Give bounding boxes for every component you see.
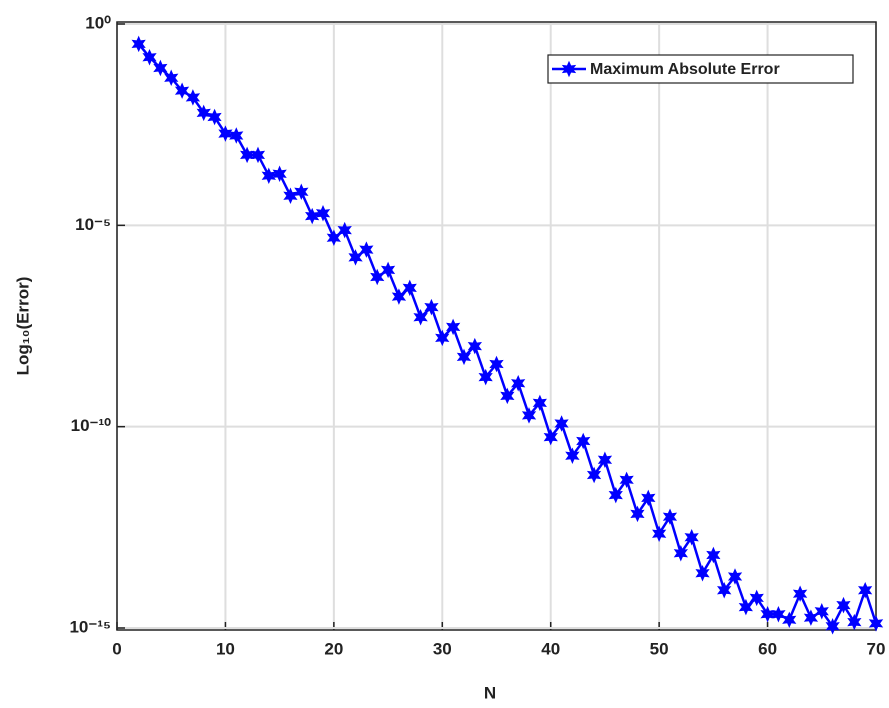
data-marker xyxy=(858,581,873,599)
data-marker xyxy=(727,568,743,585)
legend-box xyxy=(547,54,854,84)
data-marker xyxy=(218,125,233,142)
data-marker xyxy=(207,108,222,126)
data-marker xyxy=(413,309,428,326)
data-marker xyxy=(142,48,157,66)
data-marker xyxy=(500,387,515,405)
data-marker xyxy=(673,544,688,562)
data-marker xyxy=(825,618,840,635)
data-marker xyxy=(305,207,320,225)
y-axis-label: Log₁₀(Error) xyxy=(13,277,32,376)
data-marker xyxy=(315,204,331,222)
data-marker xyxy=(185,89,201,106)
data-marker xyxy=(706,546,721,564)
data-marker xyxy=(229,127,244,144)
data-marker xyxy=(348,249,363,266)
x-tick-label: 50 xyxy=(650,639,669,658)
data-marker xyxy=(608,486,623,504)
x-tick-label: 20 xyxy=(324,639,343,658)
data-marker xyxy=(847,613,862,631)
data-marker xyxy=(868,615,884,632)
data-marker xyxy=(478,368,493,386)
x-tick-label: 70 xyxy=(867,639,886,658)
data-marker xyxy=(630,505,645,523)
data-marker xyxy=(662,508,678,525)
data-marker xyxy=(467,337,482,355)
data-marker xyxy=(565,447,580,464)
data-marker xyxy=(652,525,667,542)
data-marker xyxy=(641,489,656,507)
data-marker xyxy=(359,241,374,258)
data-marker xyxy=(554,415,569,432)
data-marker xyxy=(164,69,179,87)
y-tick-label: 10⁻¹⁰ xyxy=(71,416,112,435)
data-marker xyxy=(782,611,797,629)
axes-box xyxy=(116,21,877,631)
data-marker xyxy=(749,589,764,607)
data-marker xyxy=(337,221,352,239)
data-marker xyxy=(543,428,558,446)
legend-marker xyxy=(561,60,577,78)
x-axis-label: N xyxy=(484,683,496,702)
x-tick-label: 40 xyxy=(541,639,560,658)
data-marker xyxy=(717,581,732,599)
data-marker xyxy=(424,298,439,316)
data-marker xyxy=(738,598,753,616)
data-marker xyxy=(435,329,450,347)
x-tick-label: 10 xyxy=(216,639,235,658)
data-marker xyxy=(391,288,407,305)
data-marker xyxy=(326,229,341,247)
x-tick-label: 30 xyxy=(433,639,452,658)
data-marker xyxy=(521,407,537,424)
y-tick-label: 10⁰ xyxy=(85,13,111,32)
data-marker xyxy=(446,318,461,336)
data-marker xyxy=(836,596,851,614)
data-marker xyxy=(597,451,613,469)
data-marker xyxy=(272,165,287,183)
x-tick-label: 0 xyxy=(112,639,121,658)
data-marker xyxy=(283,187,298,205)
data-marker xyxy=(174,82,190,99)
data-marker xyxy=(576,432,591,450)
data-marker xyxy=(131,35,146,53)
data-marker xyxy=(695,564,710,582)
data-marker xyxy=(402,279,417,297)
data-marker xyxy=(511,374,526,392)
x-tick-label: 60 xyxy=(758,639,777,658)
data-marker xyxy=(684,528,699,546)
data-marker xyxy=(792,585,808,602)
data-marker xyxy=(771,605,786,623)
data-marker xyxy=(153,59,168,77)
data-marker xyxy=(619,471,634,489)
plot-area xyxy=(117,22,876,630)
data-marker xyxy=(250,146,266,164)
y-tick-label: 10⁻⁵ xyxy=(75,215,111,234)
data-marker xyxy=(196,104,211,122)
legend-label: Maximum Absolute Error xyxy=(590,61,780,78)
data-marker xyxy=(586,466,602,484)
data-marker xyxy=(489,355,504,373)
data-marker xyxy=(456,348,472,366)
y-tick-label: 10⁻¹⁵ xyxy=(69,617,111,636)
data-marker xyxy=(814,603,829,620)
data-marker xyxy=(294,183,309,201)
data-marker xyxy=(532,394,547,412)
data-marker xyxy=(380,261,396,279)
